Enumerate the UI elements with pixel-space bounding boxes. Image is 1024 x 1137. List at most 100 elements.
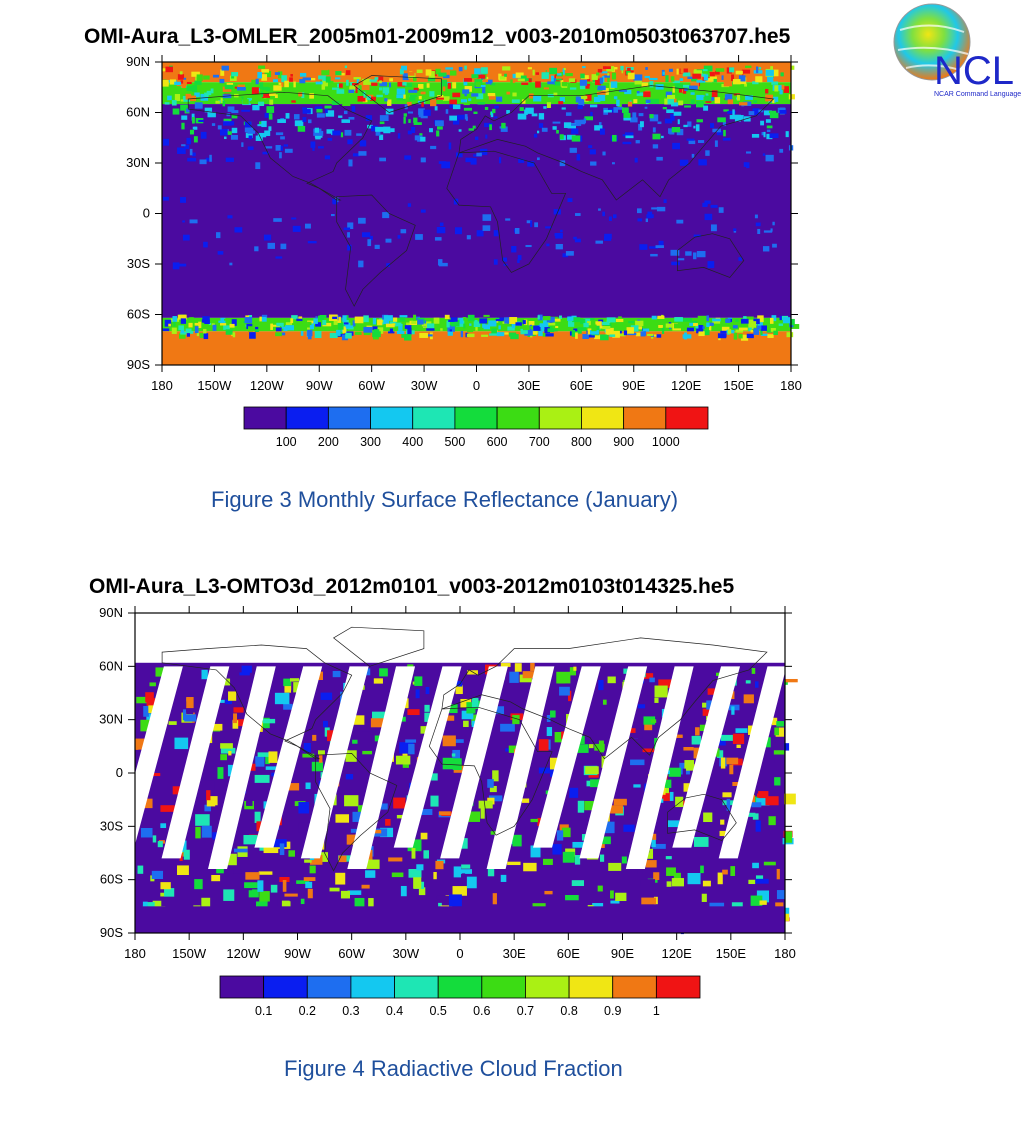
reflectance-cell [496, 332, 505, 337]
cloud-fraction-cell [281, 900, 290, 912]
cloud-fraction-cell [774, 727, 779, 736]
reflectance-cell [446, 320, 450, 328]
reflectance-cell [314, 106, 323, 110]
reflectance-cell [369, 326, 378, 331]
missing-data-swath [672, 666, 741, 848]
reflectance-cell [721, 75, 724, 80]
reflectance-cell [573, 236, 577, 240]
reflectance-cell [178, 263, 187, 267]
reflectance-cell [549, 326, 553, 331]
reflectance-cell [331, 87, 340, 90]
reflectance-cell [665, 323, 673, 328]
reflectance-cell [693, 252, 697, 260]
reflectance-cell [463, 323, 466, 329]
reflectance-cell [204, 319, 210, 325]
reflectance-cell [413, 117, 418, 123]
cloud-fraction-cell [265, 753, 270, 765]
reflectance-cell [491, 83, 496, 86]
cloud-fraction-cell [755, 878, 769, 884]
reflectance-cell [169, 79, 176, 85]
reflectance-cell [580, 119, 585, 125]
reflectance-cell [338, 115, 343, 118]
cloud-fraction-cell [693, 836, 709, 847]
reflectance-cell [701, 72, 706, 77]
reflectance-cell [307, 333, 312, 340]
cloud-fraction-cell [217, 767, 224, 779]
reflectance-cell [174, 94, 181, 101]
cloud-fraction-cell [610, 900, 620, 904]
reflectance-cell [420, 209, 426, 213]
cloud-fraction-cell [487, 864, 495, 877]
cloud-fraction-cell [183, 849, 190, 860]
reflectance-cell [468, 98, 472, 102]
reflectance-cell [426, 83, 430, 88]
reflectance-cell [507, 326, 515, 331]
cloud-fraction-cell [225, 699, 232, 705]
reflectance-cell [347, 244, 352, 251]
cloud-fraction-cell [411, 848, 416, 859]
reflectance-cell [186, 108, 190, 113]
reflectance-cell [571, 315, 577, 318]
reflectance-cell [778, 323, 784, 326]
reflectance-cell [407, 111, 413, 114]
reflectance-cell [307, 329, 313, 337]
reflectance-cell [656, 334, 662, 338]
reflectance-cell [385, 323, 395, 328]
reflectance-cell [261, 316, 267, 322]
reflectance-cell [511, 99, 520, 103]
cloud-fraction-cell [590, 779, 603, 788]
reflectance-cell [473, 111, 478, 114]
cloud-fraction-cell [413, 877, 422, 889]
reflectance-cell [340, 132, 344, 138]
reflectance-cell [463, 78, 468, 86]
reflectance-cell [307, 241, 317, 244]
reflectance-cell [612, 214, 617, 219]
cloud-fraction-cell [245, 872, 260, 880]
y-tick-label: 30N [99, 712, 123, 727]
reflectance-cell [521, 99, 526, 104]
reflectance-cell [733, 332, 738, 340]
colorbar-label: 900 [613, 435, 634, 449]
reflectance-cell [594, 125, 603, 131]
cloud-fraction-cell [735, 728, 748, 733]
reflectance-cell [788, 94, 795, 100]
reflectance-cell [553, 92, 558, 96]
reflectance-cell [242, 99, 249, 105]
reflectance-cell [402, 81, 407, 86]
reflectance-cell [517, 255, 522, 261]
reflectance-cell [705, 150, 710, 156]
cloud-fraction-cell [206, 797, 216, 807]
reflectance-cell [396, 97, 405, 101]
reflectance-cell [215, 100, 220, 104]
cloud-fraction-cell [335, 872, 346, 885]
reflectance-cell [733, 228, 737, 232]
cloud-fraction-cell [500, 663, 511, 667]
reflectance-cell [439, 262, 448, 267]
cloud-fraction-cell [449, 894, 462, 907]
reflectance-cell [343, 227, 351, 231]
cloud-fraction-cell [759, 900, 767, 905]
reflectance-cell [464, 65, 467, 70]
cloud-fraction-cell [569, 787, 579, 798]
y-tick-label: 90S [100, 925, 123, 940]
reflectance-cell [790, 65, 795, 70]
cloud-fraction-cell [274, 692, 290, 705]
reflectance-cell [501, 122, 506, 129]
reflectance-cell [416, 69, 423, 74]
cloud-fraction-cell [530, 663, 535, 671]
cloud-fraction-cell [637, 864, 643, 875]
x-tick-label: 60E [557, 946, 580, 961]
reflectance-cell [387, 99, 392, 106]
reflectance-cell [721, 326, 730, 332]
reflectance-cell [378, 76, 384, 81]
cloud-fraction-cell [357, 805, 364, 815]
coastline [446, 150, 567, 273]
x-tick-label: 120E [671, 378, 702, 393]
cloud-fraction-cell [756, 798, 770, 806]
reflectance-cell [452, 82, 457, 89]
reflectance-cell [244, 121, 252, 128]
reflectance-cell [779, 148, 784, 153]
reflectance-cell [743, 316, 747, 320]
reflectance-cell [771, 81, 779, 85]
reflectance-cell [290, 318, 294, 324]
